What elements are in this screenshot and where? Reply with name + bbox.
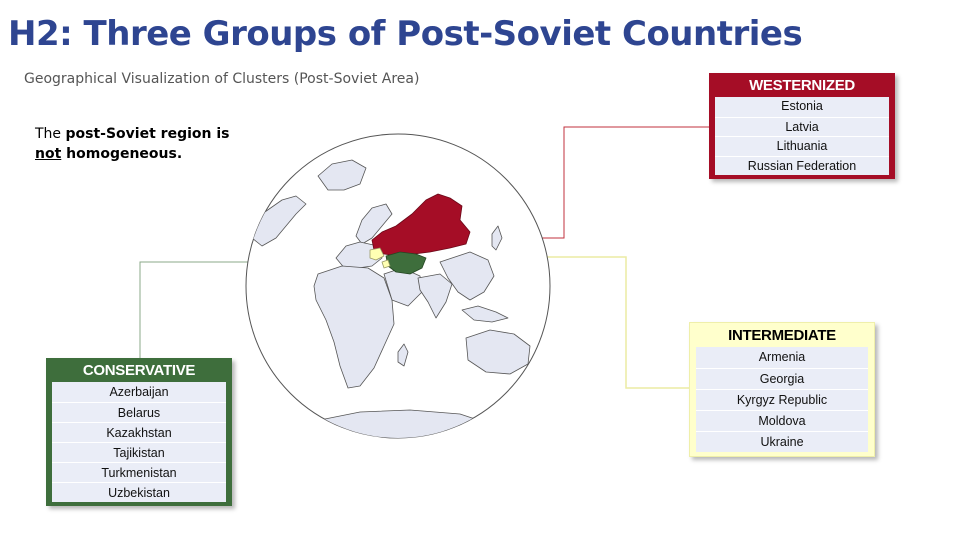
landmass-australia [465,329,531,375]
conservative-list: Azerbaijan Belarus Kazakhstan Tajikistan… [52,382,226,502]
landmass-north-america [251,195,307,247]
landmass-africa [313,265,395,389]
list-item: Uzbekistan [52,482,226,502]
list-item: Ukraine [696,431,868,452]
landmass-japan [491,225,503,251]
landmass-india [417,273,453,319]
map-subtitle: Geographical Visualization of Clusters (… [24,71,420,87]
conservative-header: CONSERVATIVE [82,362,196,379]
key-message-bold-end: homogeneous. [61,146,183,162]
list-item: Latvia [715,116,889,136]
region-central-asia [385,251,427,275]
key-message-underline: not [35,146,62,162]
intermediate-header: INTERMEDIATE [728,327,836,344]
list-item: Estonia [715,97,889,117]
westernized-panel: WESTERNIZED Estonia Latvia Lithuania Rus… [709,73,895,179]
key-message-text: The [35,126,66,142]
list-item: Kyrgyz Republic [696,389,868,410]
landmass-east-asia [439,251,495,301]
list-item: Azerbaijan [52,382,226,402]
list-item: Tajikistan [52,442,226,462]
key-message-bold: post-Soviet region is [65,126,230,142]
list-item: Belarus [52,402,226,422]
landmass-indonesia [461,305,509,323]
slide-title: H2: Three Groups of Post-Soviet Countrie… [8,14,803,54]
list-item: Turkmenistan [52,462,226,482]
key-message: The post-Soviet region is not homogeneou… [35,124,255,164]
region-intermediate-caucasus [381,259,391,269]
landmass-greenland [317,159,367,191]
intermediate-panel: INTERMEDIATE Armenia Georgia Kyrgyz Repu… [689,322,875,457]
westernized-list: Estonia Latvia Lithuania Russian Federat… [715,97,889,175]
intermediate-list: Armenia Georgia Kyrgyz Republic Moldova … [696,347,868,452]
landmass-madagascar [397,343,409,367]
conservative-panel: CONSERVATIVE Azerbaijan Belarus Kazakhst… [46,358,232,506]
list-item: Lithuania [715,136,889,156]
list-item: Kazakhstan [52,422,226,442]
list-item: Russian Federation [715,155,889,175]
region-intermediate-west [369,247,385,261]
landmass-scandinavia [355,203,393,245]
list-item: Georgia [696,368,868,389]
list-item: Armenia [696,347,868,368]
westernized-header: WESTERNIZED [749,77,855,94]
list-item: Moldova [696,410,868,431]
